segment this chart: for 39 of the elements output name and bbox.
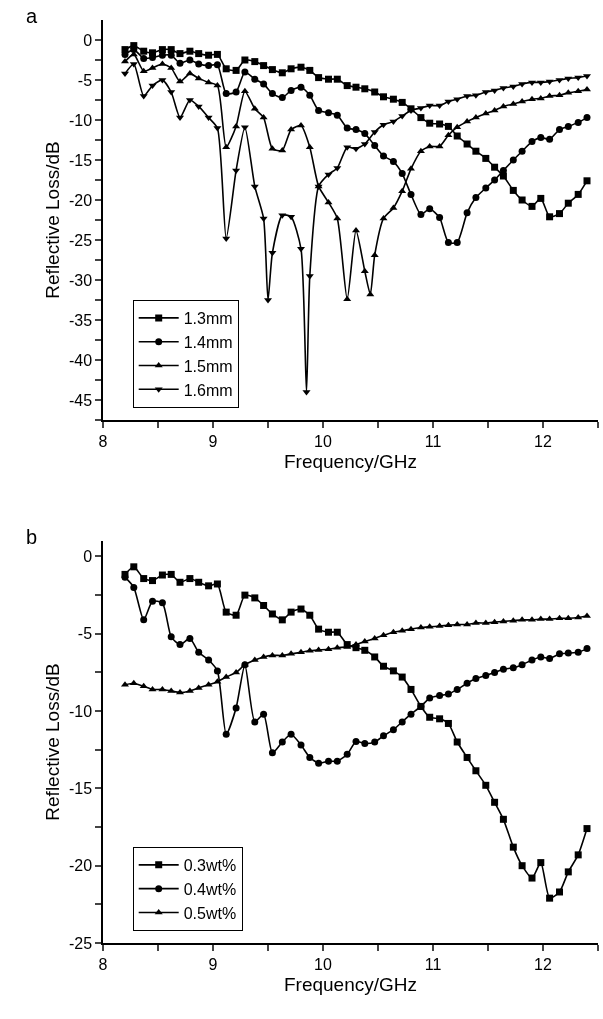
- y-tick-label: -15: [68, 151, 93, 169]
- x-tick-label: 9: [208, 955, 218, 973]
- y-tick-label: 0: [83, 548, 93, 566]
- y-tick-label: -40: [68, 351, 93, 369]
- legend-label: 1.6mm: [183, 381, 233, 399]
- y-tick-label: -20: [68, 857, 93, 875]
- x-axis-title: Frequency/GHz: [283, 974, 418, 996]
- legend-label: 0.4wt%: [183, 880, 237, 898]
- y-axis-title: Reflective Loss/dB: [42, 141, 64, 299]
- legend-label: 1.3mm: [183, 310, 233, 328]
- x-tick-label: 12: [534, 955, 552, 973]
- x-tick-label: 12: [534, 432, 552, 450]
- legend-label: 0.5wt%: [183, 904, 237, 922]
- y-tick-label: -25: [68, 231, 93, 249]
- y-tick-label: -10: [68, 111, 93, 129]
- y-tick-label: -10: [68, 702, 93, 720]
- legend-label: 1.4mm: [183, 333, 233, 351]
- x-tick-label: 10: [314, 955, 332, 973]
- chart-title: a: [26, 5, 38, 27]
- x-tick-label: 8: [98, 955, 108, 973]
- y-tick-label: -5: [77, 71, 93, 89]
- y-axis-title: Reflective Loss/dB: [42, 663, 64, 821]
- chart-title: b: [26, 526, 38, 548]
- y-tick-label: -25: [68, 934, 93, 952]
- y-tick-label: -5: [77, 625, 93, 643]
- x-tick-label: 9: [208, 432, 218, 450]
- y-tick-label: -30: [68, 271, 93, 289]
- legend-label: 0.3wt%: [183, 857, 237, 875]
- y-tick-label: 0: [83, 31, 93, 49]
- x-axis-title: Frequency/GHz: [283, 451, 418, 473]
- legend-label: 1.5mm: [183, 357, 233, 375]
- x-tick-label: 8: [98, 432, 108, 450]
- y-tick-label: -15: [68, 779, 93, 797]
- y-tick-label: -35: [68, 311, 93, 329]
- y-tick-label: -45: [68, 391, 93, 409]
- x-tick-label: 11: [424, 955, 442, 973]
- y-tick-label: -20: [68, 191, 93, 209]
- x-tick-label: 11: [424, 432, 442, 450]
- x-tick-label: 10: [314, 432, 332, 450]
